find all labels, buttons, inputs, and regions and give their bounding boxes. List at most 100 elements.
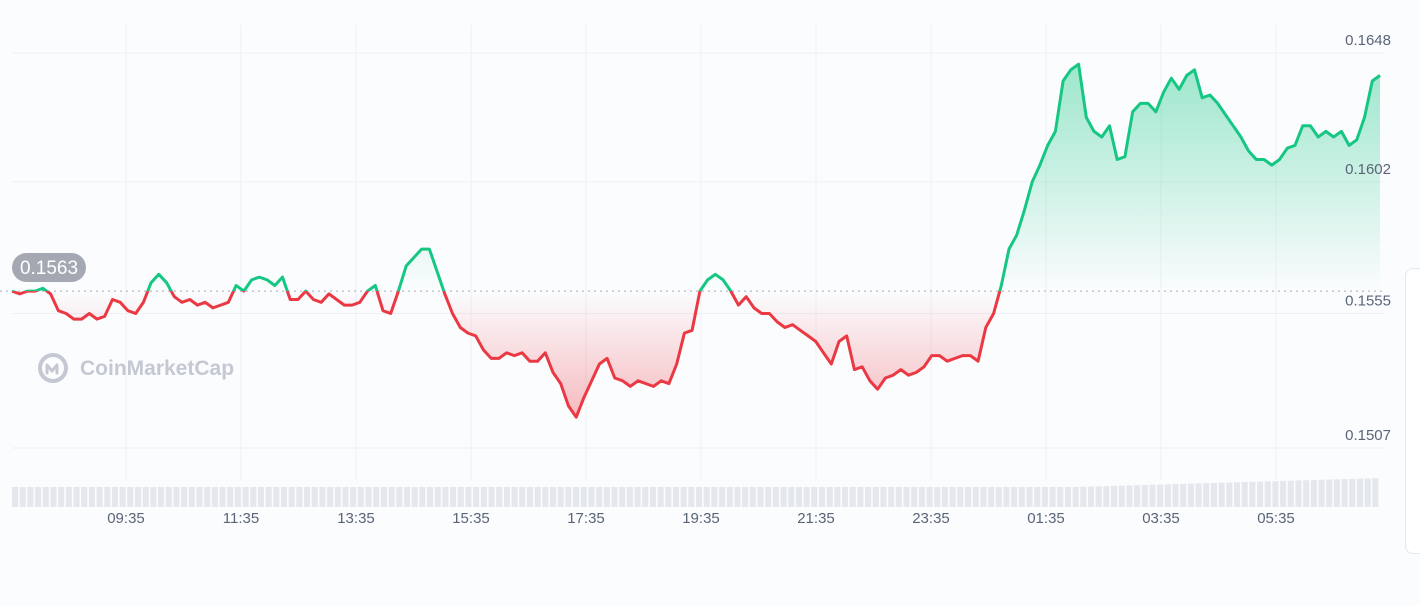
volume-bar — [165, 487, 172, 507]
area-above-reference — [12, 64, 1380, 292]
volume-bar — [1303, 480, 1310, 507]
volume-bar — [703, 487, 710, 507]
volume-bar — [373, 487, 380, 507]
volume-bar — [588, 487, 595, 507]
volume-bar — [119, 487, 126, 507]
volume-bar — [488, 487, 495, 507]
volume-bar — [1280, 480, 1287, 507]
volume-bar — [772, 487, 779, 507]
volume-bar — [104, 487, 111, 507]
x-tick-label: 01:35 — [1027, 510, 1065, 527]
volume-bar — [188, 487, 195, 507]
volume-bar — [872, 487, 879, 507]
volume-bar — [542, 487, 549, 507]
volume-bar — [565, 487, 572, 507]
volume-bar — [1064, 487, 1071, 507]
volume-bar — [1333, 479, 1340, 507]
volume-bar — [788, 487, 795, 507]
volume-bar — [642, 487, 649, 507]
volume-bar — [1157, 484, 1164, 507]
volume-bar — [1026, 487, 1033, 507]
volume-bar — [1326, 479, 1333, 507]
volume-bar — [288, 487, 295, 507]
volume-bar — [1249, 481, 1256, 507]
volume-bar — [780, 487, 787, 507]
volume-bar — [826, 487, 833, 507]
volume-bar — [972, 487, 979, 507]
volume-bar — [12, 487, 19, 507]
volume-bar — [304, 487, 311, 507]
volume-bar — [1233, 482, 1241, 507]
volume-bar — [173, 487, 180, 507]
volume-bar — [380, 487, 387, 507]
volume-bar — [457, 487, 464, 507]
reference-price-badge: 0.1563 — [12, 253, 86, 282]
volume-bar — [918, 487, 925, 507]
volume-bar — [1210, 482, 1218, 507]
volume-bar — [941, 487, 949, 507]
volume-bar — [19, 487, 26, 507]
volume-bar — [396, 487, 403, 507]
volume-bar — [73, 487, 80, 507]
volume-bar — [127, 487, 134, 507]
volume-bar — [342, 487, 349, 507]
volume-bar — [1341, 479, 1348, 507]
x-tick-label: 21:35 — [797, 510, 835, 527]
volume-bar — [50, 487, 57, 507]
volume-bar — [1057, 487, 1064, 507]
area-below-reference — [12, 291, 1000, 418]
volume-bar — [1195, 483, 1202, 507]
volume-bar — [1264, 481, 1271, 507]
volume-bar — [888, 487, 895, 507]
volume-bar — [134, 487, 142, 507]
volume-bar — [473, 487, 480, 507]
volume-bar — [1180, 483, 1187, 507]
x-axis: 09:35 11:35 13:35 15:35 17:35 19:35 21:35 23:35… — [107, 510, 1295, 527]
price-line-down — [11, 291, 1002, 419]
volume-bar — [903, 487, 910, 507]
volume-bar — [1287, 480, 1294, 507]
volume-bar — [895, 487, 902, 507]
volume-bar — [158, 487, 165, 507]
reference-price-label: 0.1563 — [20, 258, 78, 279]
x-tick-label: 05:35 — [1257, 510, 1295, 527]
volume-bar — [849, 487, 856, 507]
volume-bar — [211, 487, 218, 507]
volume-bar — [280, 487, 288, 507]
volume-bar — [534, 487, 541, 507]
volume-bar — [672, 487, 680, 507]
x-tick-label: 19:35 — [682, 510, 720, 527]
volume-bar — [1187, 483, 1194, 507]
x-tick-label: 15:35 — [452, 510, 490, 527]
x-tick-label: 23:35 — [912, 510, 950, 527]
volume-bar — [42, 487, 49, 507]
volume-bar — [549, 487, 557, 507]
volume-bar — [1072, 487, 1079, 507]
y-tick-label: 0.1507 — [1345, 427, 1391, 444]
watermark-text: CoinMarketCap — [80, 357, 234, 380]
volume-bar — [1356, 478, 1364, 507]
volume-bar — [603, 487, 610, 507]
volume-bar — [357, 487, 364, 507]
volume-bar — [696, 487, 703, 507]
x-tick-label: 11:35 — [223, 510, 259, 527]
volume-bar — [35, 487, 42, 507]
volume-bar — [1034, 487, 1041, 507]
x-tick-label: 17:35 — [567, 510, 605, 527]
volume-bar — [1172, 484, 1179, 507]
volume-bar — [580, 487, 587, 507]
volume-bar — [1241, 482, 1248, 507]
volume-bar — [1218, 482, 1225, 507]
volume-bar — [711, 487, 718, 507]
volume-bar — [496, 487, 503, 507]
volume-bar — [1349, 478, 1356, 507]
volume-bar — [234, 487, 241, 507]
volume-bar — [403, 487, 411, 507]
volume-bar — [742, 487, 749, 507]
volume-bar — [1080, 486, 1087, 507]
volume-bar — [1310, 480, 1317, 507]
volume-bar — [1372, 478, 1379, 507]
volume-bar — [596, 487, 603, 507]
volume-bar — [1141, 484, 1148, 507]
volume-bar — [96, 487, 103, 507]
